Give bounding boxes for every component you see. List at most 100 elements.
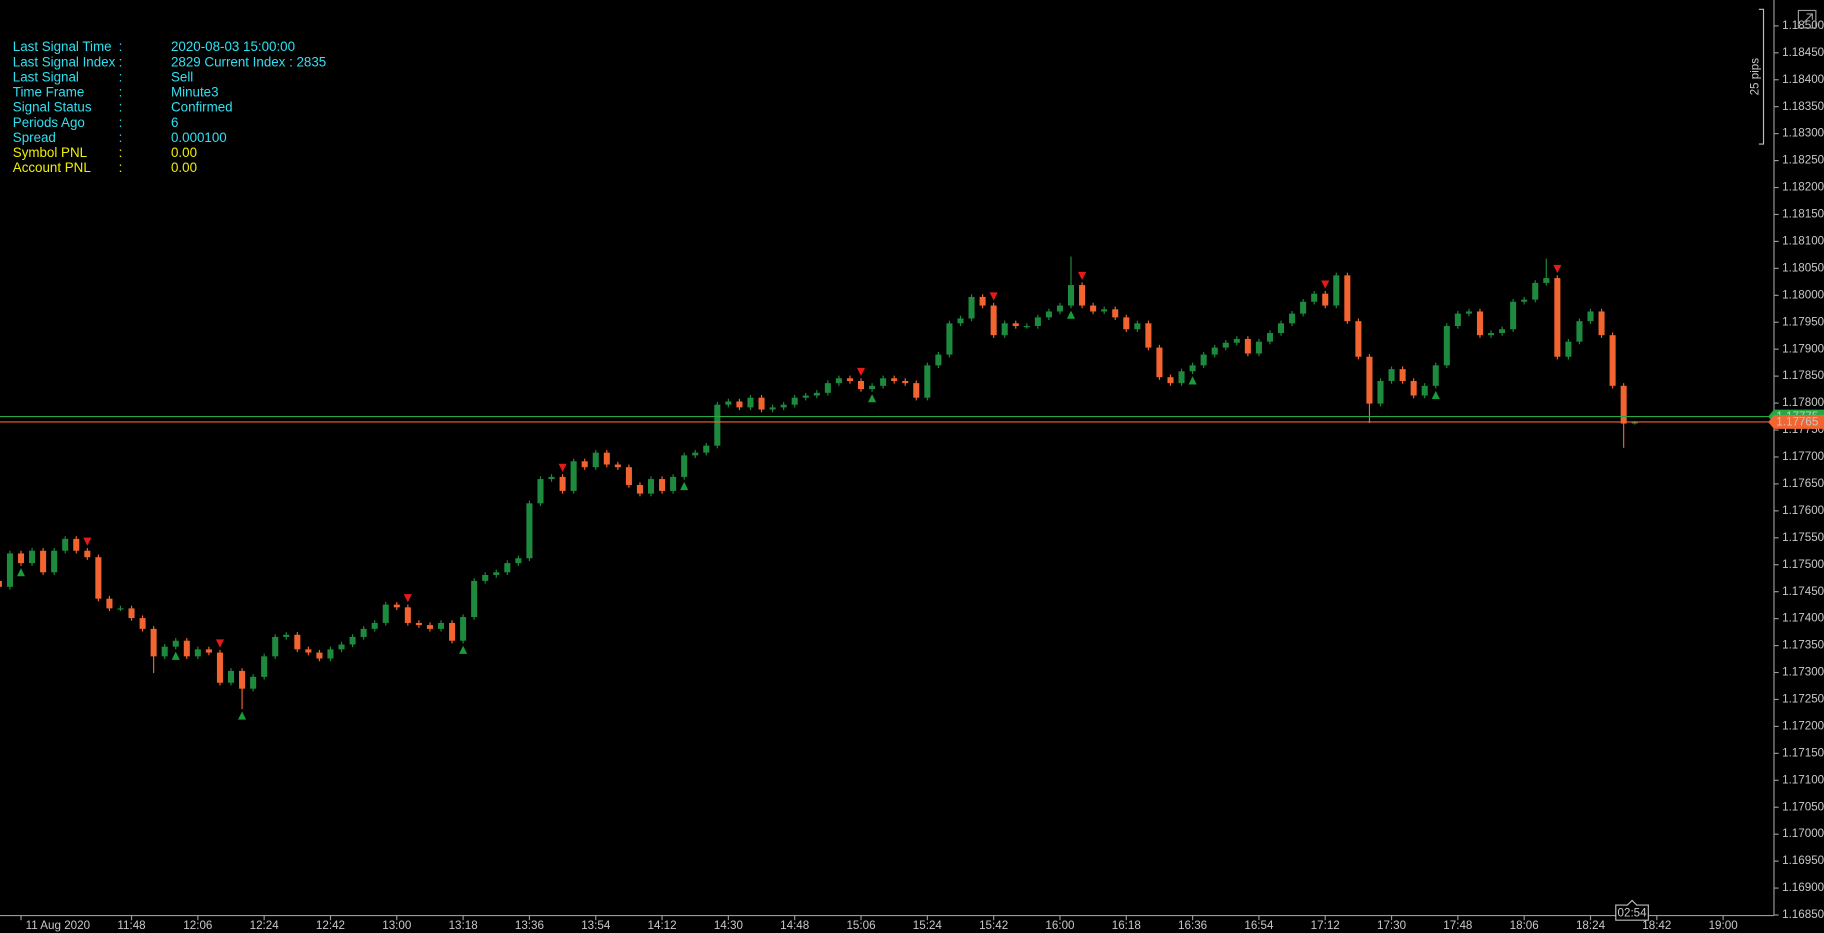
candle-body: [1167, 377, 1174, 384]
info-value: 2020-08-03 15:00:00: [171, 39, 295, 54]
info-label: Account PNL: [13, 160, 91, 175]
x-tick-label: 16:36: [1178, 919, 1207, 932]
y-tick-label: 1.17150: [1782, 746, 1824, 759]
candle-body: [205, 649, 212, 653]
candle-body: [327, 649, 334, 659]
y-tick-label: 1.17950: [1782, 315, 1824, 328]
candle-body: [1499, 329, 1506, 334]
candle-body: [659, 479, 666, 491]
info-separator: :: [119, 100, 123, 115]
candle-body: [382, 604, 389, 623]
y-tick-label: 1.18000: [1782, 288, 1824, 301]
candle-body: [846, 378, 853, 381]
y-tick-label: 1.18400: [1782, 73, 1824, 86]
candle-body: [592, 452, 599, 468]
candle-body: [857, 380, 865, 390]
y-tick-label: 1.17700: [1782, 450, 1824, 463]
plot-area: [0, 256, 1774, 720]
candle-body: [625, 467, 632, 485]
y-tick-label: 1.17000: [1782, 827, 1824, 840]
y-tick-label: 1.17350: [1782, 639, 1824, 652]
candle-body: [1443, 326, 1450, 366]
info-separator: :: [119, 130, 123, 145]
candle-body: [1399, 369, 1406, 381]
candle-body: [1598, 311, 1605, 336]
candle-body: [216, 652, 223, 683]
candle-body: [1001, 323, 1008, 336]
y-tick-label: 1.17300: [1782, 666, 1824, 679]
candle-body: [526, 503, 533, 559]
x-tick-label: 15:24: [913, 919, 943, 932]
candle-body: [1521, 299, 1528, 302]
candle-body: [1587, 311, 1594, 322]
sell-signal: [1321, 280, 1330, 289]
candle-body: [1565, 341, 1572, 357]
info-separator: :: [119, 54, 123, 69]
candle-body: [0, 580, 2, 587]
info-label: Periods Ago: [13, 115, 85, 130]
y-tick-label: 1.17450: [1782, 585, 1824, 598]
candle-body: [1255, 341, 1262, 354]
y-tick-label: 1.18100: [1782, 234, 1824, 247]
sell-signal: [1553, 264, 1562, 274]
x-tick-label: 13:36: [515, 919, 544, 932]
candle-body: [813, 392, 820, 396]
info-label: Last Signal Time: [13, 39, 112, 54]
candle-body: [460, 617, 467, 641]
info-label: Symbol PNL: [13, 145, 87, 160]
candle-body: [636, 484, 643, 494]
candle-body: [968, 296, 975, 319]
info-value: 0.000100: [171, 130, 227, 145]
pips-ruler-label: 25 pips: [1748, 58, 1761, 96]
buy-signal: [16, 568, 26, 577]
x-tick-label: 12:42: [316, 919, 345, 932]
candle-body: [1510, 301, 1517, 330]
candle-body: [1012, 323, 1019, 327]
chart-icon[interactable]: [1797, 9, 1817, 29]
candle-body: [305, 649, 312, 653]
x-tick-label: 14:30: [714, 919, 744, 932]
y-tick-label: 1.17800: [1782, 396, 1824, 409]
candle-body: [670, 476, 677, 491]
candle-body: [493, 572, 500, 575]
icon-frame[interactable]: [1797, 9, 1817, 29]
candle-body: [1620, 385, 1627, 424]
candle-body: [614, 464, 621, 468]
candle-body: [1609, 335, 1616, 386]
candle-body: [106, 598, 113, 609]
candle-body: [471, 580, 478, 618]
candle-body: [1145, 323, 1152, 348]
candle-body: [1200, 354, 1207, 366]
candle-body: [62, 538, 69, 551]
sell-signal: [403, 594, 412, 603]
x-tick-label: 13:18: [449, 919, 478, 932]
candle-body: [780, 404, 787, 408]
candle-body: [1432, 365, 1439, 386]
y-tick-label: 1.18500: [1782, 19, 1824, 32]
x-tick-label: 14:48: [780, 919, 809, 932]
candle-body: [482, 574, 489, 581]
pips-ruler: [1758, 8, 1765, 145]
x-tick-label: 18:06: [1510, 919, 1539, 932]
candle-body: [73, 538, 80, 551]
candle-body: [183, 640, 190, 657]
y-tick-label: 1.17050: [1782, 800, 1824, 813]
candle-body: [349, 636, 356, 645]
candle-body: [747, 397, 754, 408]
candle-body: [736, 401, 743, 408]
y-tick-label: 1.17850: [1782, 369, 1824, 382]
candle-body: [150, 628, 157, 657]
buy-signal: [459, 645, 468, 654]
candle-body: [1090, 305, 1097, 312]
y-tick-label: 1.18300: [1782, 127, 1824, 140]
candle-body: [1554, 278, 1561, 357]
candle-body: [1333, 275, 1340, 306]
info-separator: :: [119, 85, 123, 100]
candle-body: [1289, 313, 1296, 324]
candle-body: [835, 378, 842, 384]
candle-body: [227, 670, 235, 683]
icon-arrow[interactable]: [1802, 13, 1813, 24]
candle-body: [1222, 342, 1229, 348]
y-tick-label: 1.18450: [1782, 46, 1824, 59]
